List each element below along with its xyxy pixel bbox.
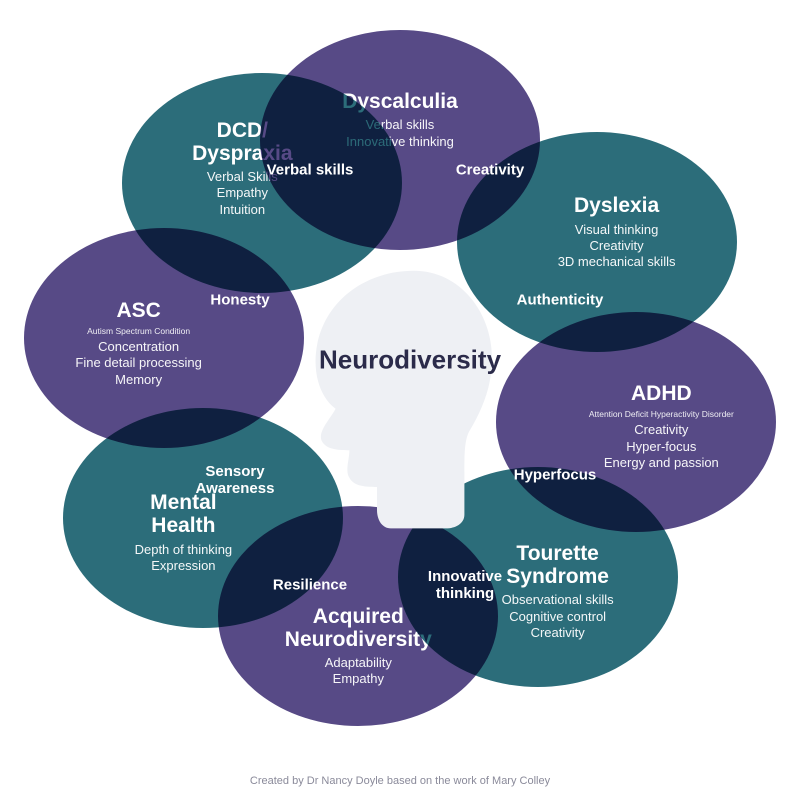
head-silhouette-icon	[285, 250, 515, 540]
petal-trait: Visual thinking	[558, 222, 676, 238]
petal-trait: Energy and passion	[589, 455, 734, 471]
petal-title: MentalHealth	[135, 491, 233, 537]
petal-trait: Creativity	[502, 625, 614, 641]
petal-trait: 3D mechanical skills	[558, 254, 676, 270]
petal-title: ASC	[75, 299, 201, 322]
petal-trait: Concentration	[75, 339, 201, 355]
petal-subtitle: Attention Deficit Hyperactivity Disorder	[589, 409, 734, 419]
petal-title: ADHD	[589, 382, 734, 405]
petal-content: ASC Autism Spectrum Condition Concentratio…	[75, 299, 201, 388]
diagram-stage: DyscalculiaVerbal skillsInnovative think…	[0, 0, 800, 799]
petal-trait: Creativity	[589, 422, 734, 438]
overlap-sensory: SensoryAwareness	[196, 463, 275, 498]
petal-trait: Depth of thinking	[135, 542, 233, 558]
petal-trait: Fine detail processing	[75, 355, 201, 371]
overlap-honesty: Honesty	[210, 291, 269, 308]
petal-content: AcquiredNeurodiversity AdaptabilityEmpath…	[285, 605, 432, 688]
petal-trait: Intuition	[192, 202, 292, 218]
overlap-hyperfocus: Hyperfocus	[514, 466, 597, 483]
petal-trait: Cognitive control	[502, 609, 614, 625]
center-title: Neurodiversity	[319, 345, 501, 376]
petal-trait: Empathy	[192, 185, 292, 201]
petal-title: Dyslexia	[558, 194, 676, 217]
petal-trait: Adaptability	[285, 655, 432, 671]
petal-trait: Expression	[135, 558, 233, 574]
credit-text: Created by Dr Nancy Doyle based on the w…	[250, 775, 550, 787]
petal-content: MentalHealth Depth of thinkingExpression	[135, 491, 233, 574]
petal-trait: Creativity	[558, 238, 676, 254]
petal-trait: Memory	[75, 372, 201, 388]
petal-title: DCD/Dyspraxia	[192, 119, 292, 165]
overlap-resilience: Resilience	[273, 576, 347, 593]
petal-trait: Hyper-focus	[589, 439, 734, 455]
overlap-authenticity: Authenticity	[517, 291, 604, 308]
petal-trait: Empathy	[285, 671, 432, 687]
petal-content: TouretteSyndrome Observational skillsCogn…	[502, 542, 614, 641]
overlap-verbal-skills: Verbal skills	[267, 161, 354, 178]
petal-content: ADHD Attention Deficit Hyperactivity Diso…	[589, 382, 734, 471]
petal-title: TouretteSyndrome	[502, 542, 614, 588]
overlap-innovative: Innovativethinking	[428, 568, 502, 603]
petal-trait: Observational skills	[502, 592, 614, 608]
petal-subtitle: Autism Spectrum Condition	[75, 326, 201, 336]
overlap-creativity: Creativity	[456, 161, 524, 178]
petal-content: Dyslexia Visual thinkingCreativity3D mech…	[558, 194, 676, 270]
petal-title: AcquiredNeurodiversity	[285, 605, 432, 651]
